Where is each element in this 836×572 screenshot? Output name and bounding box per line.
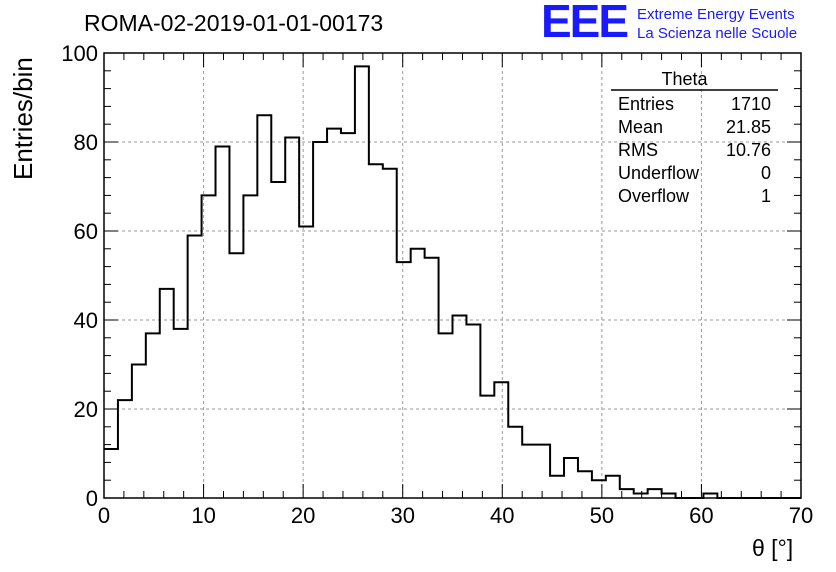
logo-subtitle-line1: Extreme Energy Events [637, 6, 795, 23]
plot-frame [103, 52, 802, 499]
stats-row-value: 0 [761, 163, 771, 183]
x-tick-label: 70 [789, 503, 813, 528]
y-tick-label: 40 [74, 308, 98, 333]
axis-ticks [103, 52, 802, 499]
x-tick-label: 40 [490, 503, 514, 528]
chart-title: ROMA-02-2019-01-01-00173 [84, 10, 384, 36]
x-tick-label: 10 [191, 503, 215, 528]
y-tick-label: 0 [86, 486, 98, 511]
grid-lines [104, 53, 801, 498]
y-axis-label: Entries/bin [8, 57, 38, 180]
x-tick-label: 50 [590, 503, 614, 528]
y-tick-label: 20 [74, 397, 98, 422]
stats-box: Theta Entries 1710 Mean 21.85 RMS 10.76 Underfl… [611, 69, 778, 206]
x-tick-label: 20 [291, 503, 315, 528]
stats-row-label: RMS [618, 140, 658, 160]
y-tick-label: 100 [61, 41, 98, 66]
x-tick-label: 30 [390, 503, 414, 528]
stats-row-value: 10.76 [726, 140, 771, 160]
histogram-series [104, 65, 801, 499]
logo-subtitle-line2: La Scienza nelle Scuole [637, 25, 798, 42]
histogram-line [104, 65, 801, 499]
stats-row-value: 1 [761, 186, 771, 206]
y-tick-label: 60 [74, 219, 98, 244]
stats-row-label: Entries [618, 94, 674, 114]
y-tick-label: 80 [74, 130, 98, 155]
x-tick-label: 0 [98, 503, 110, 528]
eee-logo: EEE [541, 0, 629, 47]
stats-box-title: Theta [661, 69, 708, 89]
stats-row-label: Overflow [618, 186, 690, 206]
x-axis-label: θ [°] [752, 535, 794, 561]
stats-row-label: Underflow [618, 163, 700, 183]
stats-row-value: 21.85 [726, 117, 771, 137]
stats-row-label: Mean [618, 117, 663, 137]
x-tick-label: 60 [689, 503, 713, 528]
stats-row-value: 1710 [731, 94, 771, 114]
